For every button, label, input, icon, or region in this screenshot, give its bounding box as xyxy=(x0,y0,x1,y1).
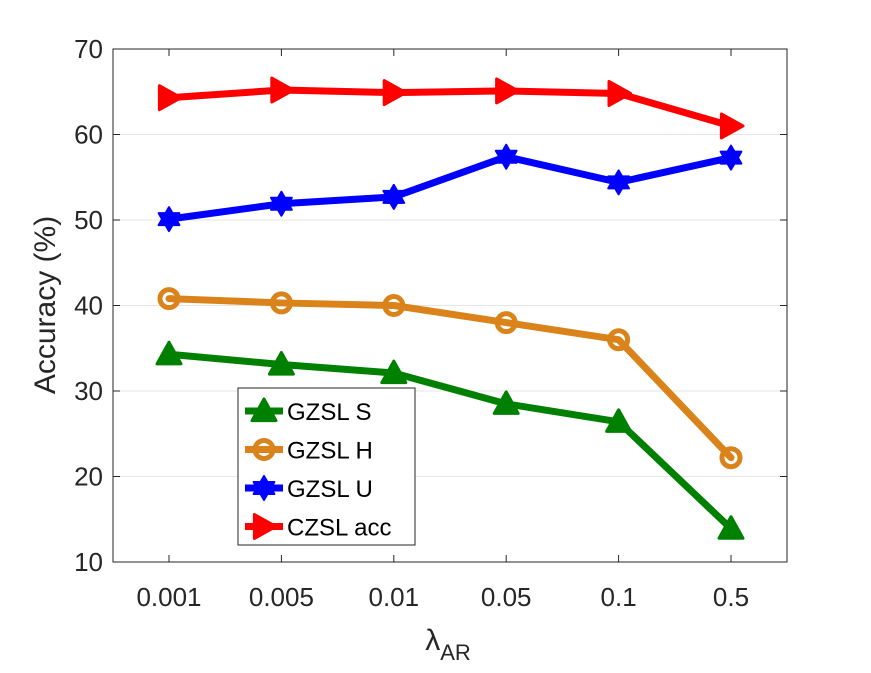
series-line-gzsl-s xyxy=(165,350,735,533)
y-axis-label: Accuracy (%) xyxy=(29,216,62,394)
legend-marker-gzsl-h xyxy=(252,438,276,461)
data-point-gzsl-s xyxy=(380,359,408,385)
data-point-czsl-acc xyxy=(157,84,183,112)
data-point-gzsl-s xyxy=(267,350,295,376)
data-point-gzsl-u xyxy=(607,169,630,196)
data-point-gzsl-s xyxy=(605,408,633,433)
legend-item-gzsl-h: GZSL H xyxy=(245,438,373,465)
data-point-gzsl-h xyxy=(382,294,406,317)
y-axis-ticks: 10 20 30 40 50 60 70 xyxy=(74,34,787,577)
legend-item-gzsl-s: GZSL S xyxy=(245,397,371,426)
x-tick-label: 0.001 xyxy=(136,582,201,612)
legend-item-gzsl-u: GZSL U xyxy=(245,475,373,503)
series-line-gzsl-h xyxy=(165,295,735,462)
legend-label-czsl-acc: CZSL acc xyxy=(287,515,391,542)
data-point-gzsl-h xyxy=(269,291,293,315)
y-tick-label: 50 xyxy=(74,205,103,235)
series-line-gzsl-u xyxy=(165,153,735,223)
data-point-czsl-acc xyxy=(719,112,745,140)
series-czsl-acc xyxy=(157,76,745,140)
x-tick-label: 0.1 xyxy=(601,582,637,612)
legend-item-czsl-acc: CZSL acc xyxy=(245,513,391,542)
data-point-czsl-acc xyxy=(607,79,633,107)
series-gzsl-h xyxy=(157,287,743,470)
legend: GZSL S GZSL H GZSL U CZSL acc xyxy=(237,387,416,546)
x-axis-label-symbol: λ xyxy=(425,624,440,657)
data-point-gzsl-h xyxy=(607,328,631,352)
series-line-czsl-acc xyxy=(165,86,735,130)
x-axis-label: λAR xyxy=(425,624,471,665)
y-tick-label: 30 xyxy=(74,376,103,406)
data-point-gzsl-u xyxy=(382,183,406,210)
series-gzsl-u xyxy=(157,143,743,233)
legend-label-gzsl-u: GZSL U xyxy=(287,476,373,503)
data-point-gzsl-u xyxy=(270,190,293,217)
y-tick-label: 20 xyxy=(74,462,103,492)
data-point-czsl-acc xyxy=(382,79,408,107)
data-point-gzsl-s xyxy=(492,390,520,415)
legend-label-gzsl-h: GZSL H xyxy=(287,438,373,465)
legend-label-gzsl-s: GZSL S xyxy=(287,399,371,426)
x-axis-label-subscript: AR xyxy=(440,640,471,665)
data-point-gzsl-h xyxy=(719,446,743,470)
data-point-czsl-acc xyxy=(495,77,520,105)
series-gzsl-s xyxy=(155,340,745,540)
data-point-gzsl-s xyxy=(717,515,745,540)
x-tick-label: 0.005 xyxy=(249,582,314,612)
x-tick-label: 0.05 xyxy=(481,582,532,612)
legend-marker-gzsl-u xyxy=(252,475,276,501)
data-point-gzsl-u xyxy=(719,144,743,171)
data-point-gzsl-s xyxy=(155,340,183,366)
x-tick-label: 0.01 xyxy=(368,582,419,612)
data-point-gzsl-u xyxy=(157,206,181,233)
y-tick-label: 60 xyxy=(74,120,103,150)
series-group xyxy=(155,76,745,540)
data-point-gzsl-u xyxy=(494,143,518,170)
legend-marker-czsl-acc xyxy=(252,513,278,540)
y-tick-label: 70 xyxy=(74,34,103,64)
y-tick-label: 10 xyxy=(74,547,103,577)
x-axis-ticks: 0.001 0.005 0.01 0.05 0.1 0.5 xyxy=(136,49,749,612)
data-point-czsl-acc xyxy=(270,76,295,104)
data-point-gzsl-h xyxy=(157,287,181,311)
x-tick-label: 0.5 xyxy=(713,582,749,612)
legend-marker-gzsl-s xyxy=(250,397,278,423)
y-tick-label: 40 xyxy=(74,291,103,321)
data-point-gzsl-h xyxy=(494,311,518,335)
